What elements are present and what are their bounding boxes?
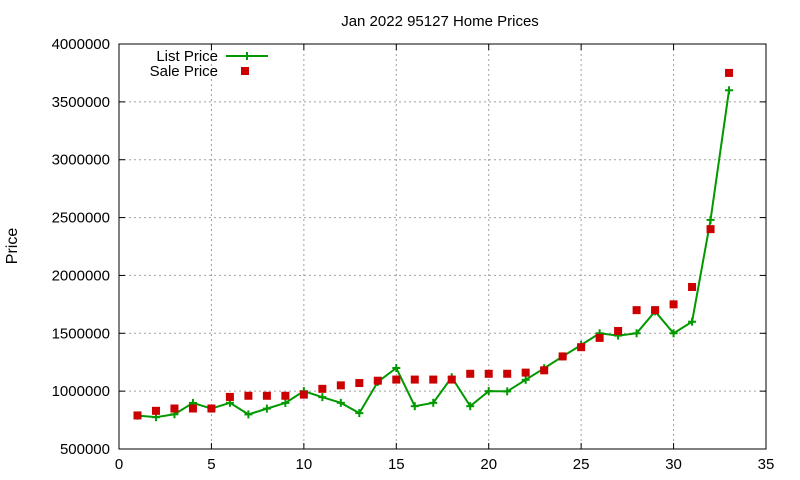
- data-point: [669, 300, 678, 309]
- legend-label-sale-price: Sale Price: [150, 63, 218, 80]
- x-tick-label: 35: [758, 456, 775, 473]
- data-point: [688, 283, 697, 291]
- x-tick-label: 25: [573, 456, 590, 473]
- data-point: [392, 375, 401, 384]
- chart-title: Jan 2022 95127 Home Prices: [341, 13, 539, 30]
- data-point: [651, 306, 660, 315]
- legend-mark-list-price: [226, 52, 268, 60]
- y-tick-label: 3000000: [52, 152, 110, 169]
- data-point: [318, 393, 327, 402]
- data-point: [521, 368, 530, 377]
- data-point: [614, 326, 623, 335]
- series-sale-price: [133, 68, 734, 420]
- axis-ticks: 0 5 10 15 20 25 30 35 500000 1000000 1500000 200000…: [52, 36, 775, 473]
- x-tick-label: 15: [388, 456, 405, 473]
- data-point: [484, 387, 493, 396]
- series-line: [137, 90, 731, 419]
- x-tick-label: 5: [207, 456, 215, 473]
- data-point: [299, 390, 308, 399]
- legend-marker: [241, 67, 249, 75]
- y-axis-label: Price: [4, 228, 21, 265]
- legend-label-list-price: List Price: [156, 48, 218, 65]
- x-tick-label: 20: [480, 456, 497, 473]
- data-point: [151, 406, 160, 415]
- data-point: [373, 376, 382, 385]
- data-point: [466, 369, 475, 378]
- x-tick-label: 10: [296, 456, 313, 473]
- y-tick-label: 3500000: [52, 94, 110, 111]
- x-tick-label: 0: [115, 456, 123, 473]
- data-point: [392, 364, 401, 372]
- y-tick-label: 1000000: [52, 383, 110, 400]
- data-point: [706, 225, 715, 234]
- legend-mark-sale-price: [241, 67, 249, 75]
- data-point: [244, 391, 253, 400]
- data-point: [207, 404, 216, 413]
- data-point: [170, 404, 179, 413]
- series-layer: [133, 68, 734, 422]
- data-point: [336, 398, 345, 407]
- data-point: [429, 398, 438, 407]
- data-point: [429, 375, 438, 384]
- data-point: [133, 411, 142, 420]
- data-point: [262, 391, 271, 400]
- data-point: [632, 329, 641, 338]
- data-point: [244, 410, 253, 419]
- data-point: [706, 215, 715, 224]
- data-point: [410, 402, 419, 411]
- data-point: [577, 343, 586, 352]
- data-point: [225, 392, 234, 401]
- data-point: [281, 398, 290, 407]
- data-point: [484, 369, 493, 378]
- data-point: [725, 86, 734, 95]
- data-point: [410, 375, 419, 384]
- data-point: [503, 387, 512, 396]
- data-point: [262, 404, 271, 413]
- data-point: [188, 404, 197, 413]
- data-point: [725, 68, 734, 77]
- data-point: [281, 391, 290, 400]
- legend-marker: [243, 52, 251, 60]
- data-point: [355, 409, 364, 418]
- y-tick-label: 1500000: [52, 325, 110, 342]
- series-list-price: [133, 86, 734, 422]
- legend: List Price Sale Price: [150, 48, 268, 80]
- grid: [119, 44, 766, 449]
- data-point: [688, 317, 697, 326]
- data-point: [503, 369, 512, 378]
- data-point: [466, 402, 475, 411]
- data-point: [669, 329, 678, 338]
- y-tick-label: 4000000: [52, 36, 110, 53]
- y-tick-label: 2500000: [52, 210, 110, 227]
- data-point: [595, 333, 604, 342]
- data-point: [355, 379, 364, 388]
- data-point: [632, 306, 641, 315]
- plot-frame: [118, 43, 767, 450]
- data-point: [336, 381, 345, 390]
- data-point: [558, 352, 567, 361]
- data-point: [521, 375, 530, 384]
- y-tick-label: 2000000: [52, 267, 110, 284]
- y-tick-label: 500000: [60, 441, 110, 458]
- data-point: [540, 366, 549, 375]
- data-point: [447, 375, 456, 384]
- x-tick-label: 30: [665, 456, 682, 473]
- data-point: [318, 384, 327, 393]
